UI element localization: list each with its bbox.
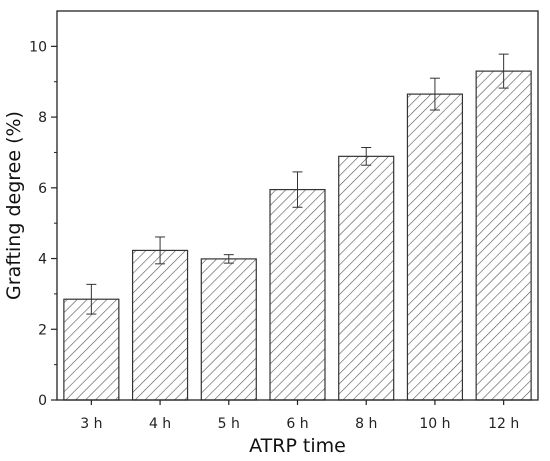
y-axis-title: Grafting degree (%) [3,111,25,300]
bar-12h [475,70,532,401]
x-tick-label: 8 h [355,416,377,432]
bar-5h [200,258,257,401]
bar-3h [63,298,120,401]
x-tick-label: 12 h [488,416,519,432]
bar-4h [131,249,189,401]
y-tick-label: 0 [38,393,47,409]
x-tick-label: 6 h [286,416,308,432]
x-tick-label: 10 h [419,416,450,432]
x-axis-tick-labels: 3 h 4 h 5 h 6 h 8 h 10 h 12 h [80,400,519,432]
y-tick-label: 4 [38,252,47,268]
y-tick-label: 2 [38,322,47,338]
bar-8h [338,155,395,401]
y-tick-label: 10 [29,39,47,55]
x-tick-label: 5 h [218,416,240,432]
bar-6h [269,188,326,401]
error-bars [86,53,509,315]
x-tick-label: 3 h [80,416,102,432]
y-tick-label: 6 [38,181,47,197]
y-axis-ticks: 0 2 4 6 8 10 [29,39,57,409]
bars [63,70,532,401]
y-tick-label: 8 [38,110,47,126]
x-tick-label: 4 h [149,416,171,432]
x-axis-title: ATRP time [249,435,346,457]
bar-10h [406,93,464,401]
